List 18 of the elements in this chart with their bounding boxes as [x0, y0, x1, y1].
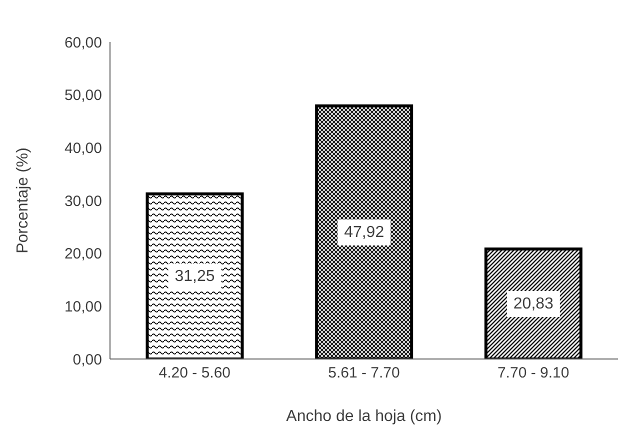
y-tick-label: 10,00: [64, 298, 102, 316]
data-label: 20,83: [513, 295, 554, 312]
x-tick-label: 7.70 - 9.10: [497, 364, 570, 382]
data-label: 31,25: [174, 268, 215, 285]
bar: [484, 247, 582, 359]
y-tick-label: 30,00: [64, 192, 102, 210]
data-label: 47,92: [344, 224, 384, 241]
y-tick-label: 0,00: [72, 351, 102, 368]
bar: [315, 104, 414, 359]
y-tick-label: 20,00: [64, 246, 102, 263]
x-axis-title: Ancho de la hoja (cm): [286, 408, 442, 425]
y-tick-label: 40,00: [64, 140, 102, 157]
x-tick-label: 5.61 - 7.70: [328, 364, 400, 382]
y-tick-label: 50,00: [64, 87, 102, 104]
x-tick-label: 4.20 - 5.60: [158, 364, 231, 382]
y-tick-label: 60,00: [64, 34, 102, 52]
y-axis-title: Porcentaje (%): [14, 148, 32, 254]
bar: [146, 192, 244, 359]
